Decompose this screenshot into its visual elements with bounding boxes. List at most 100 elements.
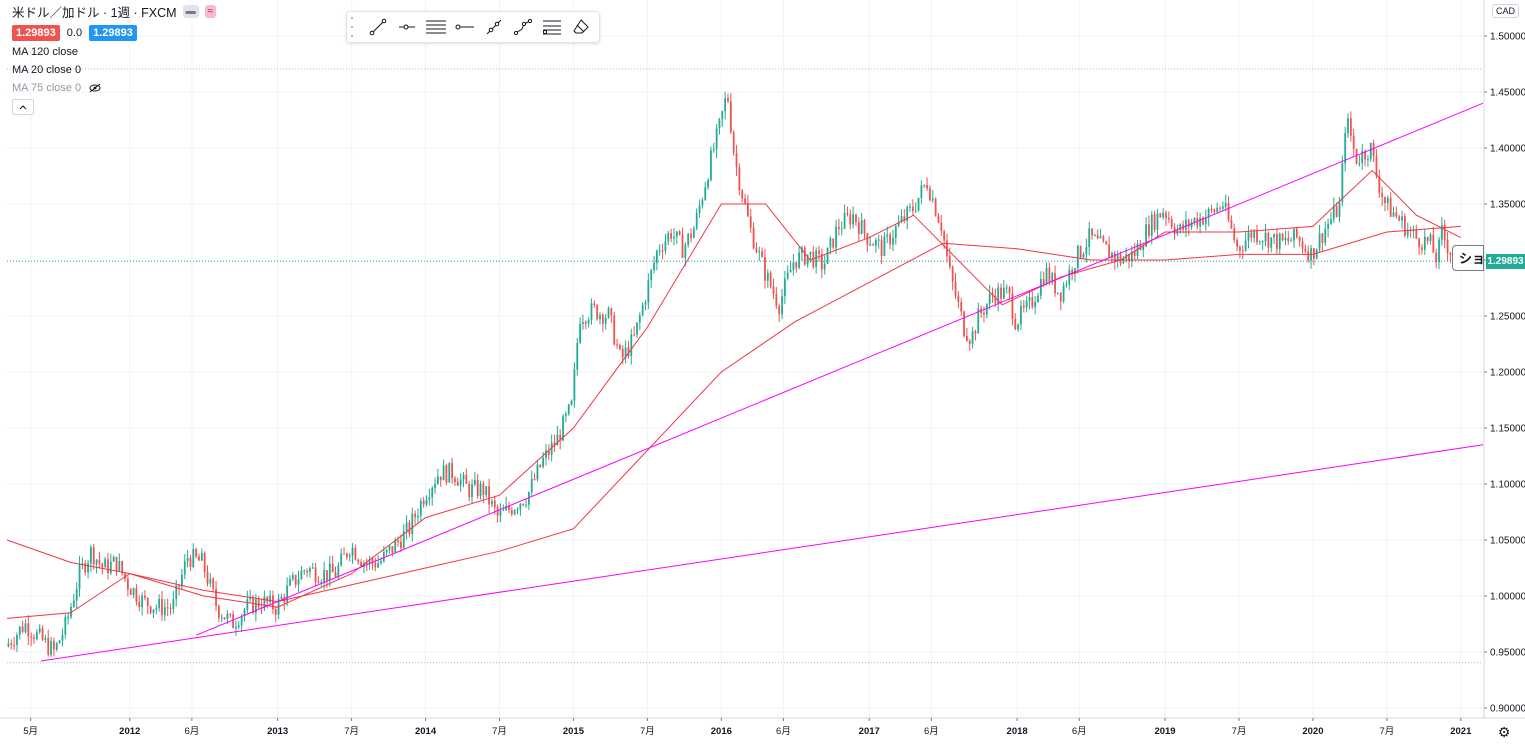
candle-body	[516, 509, 519, 511]
indicator-ma120[interactable]: MA 120 close	[12, 46, 79, 58]
candle-body	[1062, 285, 1065, 302]
time-tick-label: 7月	[1232, 726, 1247, 737]
indicator-ma75[interactable]: MA 75 close 0	[12, 81, 216, 95]
candle-down	[846, 206, 849, 217]
candle-body	[1364, 151, 1366, 160]
candle-body	[886, 234, 889, 237]
price-tick-label: 1.40000	[1490, 144, 1525, 155]
candle-up	[1085, 238, 1088, 263]
candle-body	[209, 578, 212, 584]
candle-up	[897, 215, 900, 228]
candle-body	[1190, 222, 1193, 227]
collapse-legend-button[interactable]	[12, 99, 34, 115]
candle-body	[87, 563, 89, 573]
candle-body	[90, 547, 92, 564]
candle-body	[55, 643, 58, 650]
candle-body	[1156, 213, 1159, 230]
candle-body	[835, 226, 837, 248]
path-icon[interactable]	[508, 13, 537, 41]
candle-body	[872, 244, 874, 246]
candle-body	[1008, 287, 1011, 294]
extended-line-icon[interactable]	[479, 13, 508, 41]
candle-body	[1202, 217, 1204, 225]
candle-down	[456, 477, 459, 486]
candle-up	[1185, 211, 1187, 237]
horizontal-line-icon[interactable]	[450, 13, 479, 41]
candle-body	[1315, 249, 1318, 259]
candle-down	[1403, 213, 1406, 238]
candle-up	[286, 577, 289, 607]
fib-retracement-icon[interactable]	[537, 13, 566, 41]
candle-up	[658, 244, 661, 256]
candle-body	[317, 581, 320, 583]
candle-down	[1446, 232, 1449, 261]
candle-up	[7, 638, 10, 648]
candle-body	[1244, 240, 1247, 251]
hide-bars-icon[interactable]: ▬	[182, 4, 199, 18]
candle-up	[479, 480, 482, 500]
candle-down	[661, 243, 664, 260]
candle-body	[1398, 216, 1401, 221]
horizontal-ray-icon[interactable]	[392, 13, 421, 41]
candle-up	[579, 317, 581, 345]
time-tick-label: 2015	[563, 726, 585, 737]
candle-body	[371, 558, 374, 564]
candle-up	[590, 298, 593, 325]
candle-body	[482, 483, 485, 495]
indicator-ma20[interactable]: MA 20 close 0	[12, 64, 82, 76]
short-position-tag[interactable]: ショ	[1452, 245, 1484, 271]
candle-up	[243, 607, 246, 622]
candle-down	[1295, 227, 1298, 239]
candle-up	[1221, 201, 1224, 212]
candle-body	[843, 213, 846, 229]
parallel-channel-icon[interactable]	[421, 13, 450, 41]
sell-price[interactable]: 1.29893	[12, 25, 60, 41]
candle-body	[149, 606, 152, 613]
candle-up	[72, 593, 75, 609]
hidden-eye-icon[interactable]	[89, 83, 101, 93]
candle-up	[118, 553, 121, 573]
buy-price[interactable]: 1.29893	[89, 25, 137, 41]
candle-body	[1057, 292, 1059, 294]
candle-up	[300, 565, 303, 580]
candle-down	[1159, 212, 1162, 218]
candle-body	[118, 561, 121, 571]
candle-up	[1002, 279, 1005, 300]
candle-body	[479, 483, 482, 497]
time-tick-label: 6月	[1072, 726, 1087, 737]
candle-up	[516, 507, 519, 515]
trend-line-icon[interactable]	[363, 13, 392, 41]
candle-body	[44, 637, 47, 640]
candle-down	[445, 463, 448, 486]
candle-body	[232, 614, 235, 629]
candle-body	[729, 101, 732, 133]
candle-body	[1250, 232, 1253, 238]
candle-body	[263, 596, 266, 609]
candle-body	[414, 513, 417, 518]
candle-body	[655, 250, 658, 263]
candle-body	[340, 553, 343, 566]
currency-badge[interactable]: CAD	[1492, 4, 1520, 18]
compare-icon[interactable]: ≈	[204, 4, 217, 18]
candle-body	[95, 559, 98, 565]
settings-gear-icon[interactable]: ⚙	[1497, 724, 1511, 740]
candle-down	[27, 615, 30, 646]
candle-body	[1318, 233, 1321, 250]
candle-up	[655, 249, 658, 271]
candle-body	[1418, 238, 1421, 248]
candle-up	[886, 226, 889, 244]
candle-body	[1401, 216, 1403, 221]
eraser-icon[interactable]	[566, 13, 595, 41]
candle-down	[880, 235, 883, 265]
candle-down	[391, 546, 394, 557]
candle-up	[1116, 250, 1119, 268]
candle-body	[1039, 279, 1042, 296]
candle-body	[382, 552, 385, 562]
time-axis-bg	[0, 718, 1484, 745]
candle-up	[1438, 236, 1440, 270]
candle-up	[917, 197, 920, 212]
candle-body	[1079, 246, 1082, 258]
toolbar-drag-handle[interactable]	[351, 17, 359, 37]
candle-body	[704, 187, 707, 200]
